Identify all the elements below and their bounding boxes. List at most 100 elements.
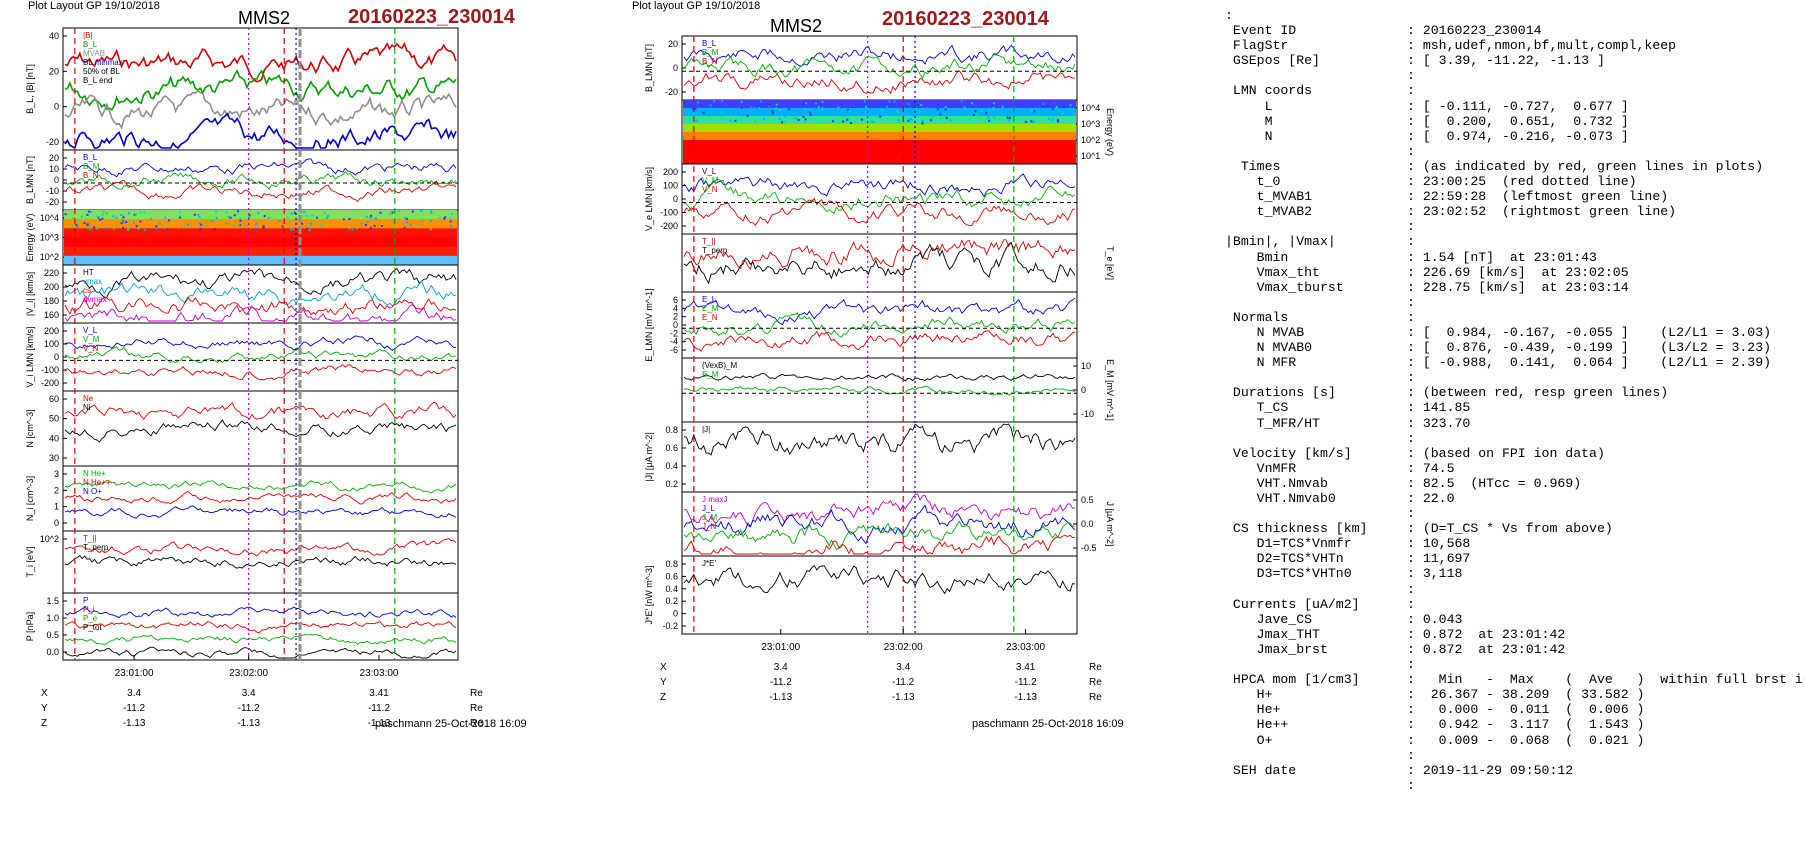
series-line bbox=[683, 297, 1076, 326]
y-axis-label: E_LMN [mV m^-1] bbox=[644, 288, 654, 361]
spectrogram-pixel bbox=[926, 107, 929, 110]
spectrogram-pixel bbox=[262, 226, 265, 229]
spectrogram-pixel bbox=[348, 227, 351, 230]
spectrogram-pixel bbox=[288, 221, 291, 224]
spectrogram-pixel bbox=[214, 227, 217, 230]
spectrogram-pixel bbox=[921, 119, 924, 122]
spectrogram-pixel bbox=[137, 227, 140, 230]
orbit-unit: Re bbox=[470, 688, 483, 699]
panel-8: 0.8 0.6 0.4 0.2 0 -0.2 J*E' [nW m^-3] J*E' bbox=[644, 555, 1078, 635]
series-line bbox=[64, 304, 457, 322]
series-line bbox=[683, 173, 1076, 198]
spectrogram-pixel bbox=[364, 224, 367, 227]
legend-entry: P_i bbox=[83, 605, 95, 614]
spectrogram-pixel bbox=[762, 117, 765, 120]
spectrogram-band bbox=[683, 156, 1076, 165]
series-line bbox=[683, 241, 1076, 285]
legend-entry: N He+ bbox=[83, 469, 106, 478]
spectrogram-pixel bbox=[897, 111, 900, 114]
spectrogram-pixel bbox=[929, 119, 932, 122]
legend-entry: B_M bbox=[702, 48, 719, 57]
spectrogram-pixel bbox=[821, 100, 824, 103]
orbit-label: X bbox=[41, 688, 48, 699]
series-line bbox=[64, 401, 457, 421]
spectrogram-pixel bbox=[418, 223, 421, 226]
spectrogram-pixel bbox=[310, 225, 313, 228]
legend-entry: dvmax bbox=[83, 295, 107, 304]
spectrogram-pixel bbox=[985, 112, 988, 115]
spectrogram-pixel bbox=[89, 228, 92, 231]
spectrogram-pixel bbox=[323, 212, 326, 215]
legend-entry: HT bbox=[83, 268, 94, 277]
y-axis-label: B_LMN [nT] bbox=[25, 156, 35, 204]
spectrogram-pixel bbox=[168, 219, 171, 222]
orbit-value: 3.4 bbox=[896, 662, 910, 673]
spectrogram-pixel bbox=[105, 212, 108, 215]
spectrogram-pixel bbox=[86, 226, 89, 229]
spectrogram-pixel bbox=[239, 219, 242, 222]
spectrogram-pixel bbox=[309, 222, 312, 225]
spectrogram-pixel bbox=[71, 217, 74, 220]
legend-entry: B_N bbox=[702, 57, 718, 66]
panel-2: 200 100 0 -100 -200 V_e LMN [km/s] V_LV_MV_N bbox=[644, 163, 1078, 235]
spectrogram-pixel bbox=[158, 222, 161, 225]
spectrogram-pixel bbox=[351, 228, 354, 231]
y-tick-label: 0 bbox=[1081, 385, 1086, 395]
series-line bbox=[683, 70, 1076, 95]
spectrogram-pixel bbox=[96, 227, 99, 230]
spectrogram-band bbox=[683, 140, 1076, 149]
legend-entry: J*E' bbox=[702, 559, 716, 568]
orbit-value: -11.2 bbox=[123, 703, 145, 714]
series-line bbox=[64, 68, 457, 111]
spectrogram-pixel bbox=[1007, 119, 1010, 122]
spectrogram-pixel bbox=[248, 214, 251, 217]
spectrogram-pixel bbox=[804, 118, 807, 121]
spectrogram-pixel bbox=[263, 215, 266, 218]
y-axis-label: N [cm^-3] bbox=[25, 409, 35, 447]
summary-line: L : [ -0.111, -0.727, 0.677 ] bbox=[1225, 98, 1629, 114]
y-axis-label: Energy (eV) bbox=[25, 213, 35, 261]
y-tick-label: 0 bbox=[54, 175, 59, 185]
spectrogram-pixel bbox=[311, 214, 314, 217]
spectrogram-pixel bbox=[794, 117, 797, 120]
spectrogram-pixel bbox=[127, 227, 130, 230]
spectrogram-pixel bbox=[123, 221, 126, 224]
y-tick-label: 10^2 bbox=[40, 534, 59, 544]
spectrogram-pixel bbox=[781, 121, 784, 124]
series-line bbox=[64, 280, 457, 307]
spectrogram-pixel bbox=[720, 100, 723, 103]
spectrogram-pixel bbox=[289, 228, 292, 231]
y-tick-label: 200 bbox=[663, 167, 678, 177]
spectrogram-pixel bbox=[907, 103, 910, 106]
spectrogram-pixel bbox=[909, 118, 912, 121]
summary-line: Jmax_brst : 0.872 at 23:01:42 bbox=[1225, 641, 1566, 657]
spectrogram-pixel bbox=[734, 119, 737, 122]
x-tick-label: 23:03:00 bbox=[360, 668, 399, 679]
legend-entry: B_M bbox=[83, 162, 100, 171]
spectrogram-pixel bbox=[778, 117, 781, 120]
y-tick-label: -20 bbox=[46, 137, 59, 147]
summary-line: : bbox=[1225, 68, 1415, 84]
series-line bbox=[683, 385, 1076, 396]
series-line bbox=[64, 41, 457, 83]
spectrogram-pixel bbox=[122, 216, 125, 219]
spectrogram-pixel bbox=[411, 210, 414, 213]
spectrogram-pixel bbox=[379, 211, 382, 214]
spectrogram-pixel bbox=[233, 214, 236, 217]
spectrogram-pixel bbox=[1024, 120, 1027, 123]
summary-line: : bbox=[1225, 657, 1415, 673]
spectrogram-pixel bbox=[735, 118, 738, 121]
y-tick-label: 2 bbox=[54, 485, 59, 495]
spectrogram-pixel bbox=[869, 104, 872, 107]
y-tick-label: 100 bbox=[663, 181, 678, 191]
panel-frame bbox=[681, 163, 1078, 235]
y-tick-label: -200 bbox=[660, 221, 678, 231]
spectrogram-pixel bbox=[822, 121, 825, 124]
spectrogram-pixel bbox=[809, 113, 812, 116]
legend-entry: P bbox=[83, 596, 88, 605]
summary-line: O+ : 0.009 - 0.068 ( 0.021 ) bbox=[1225, 732, 1645, 748]
spectrogram-pixel bbox=[865, 105, 868, 108]
spectrogram-pixel bbox=[365, 215, 368, 218]
spectrogram-pixel bbox=[880, 103, 883, 106]
orbit-value: -11.2 bbox=[1015, 677, 1037, 688]
